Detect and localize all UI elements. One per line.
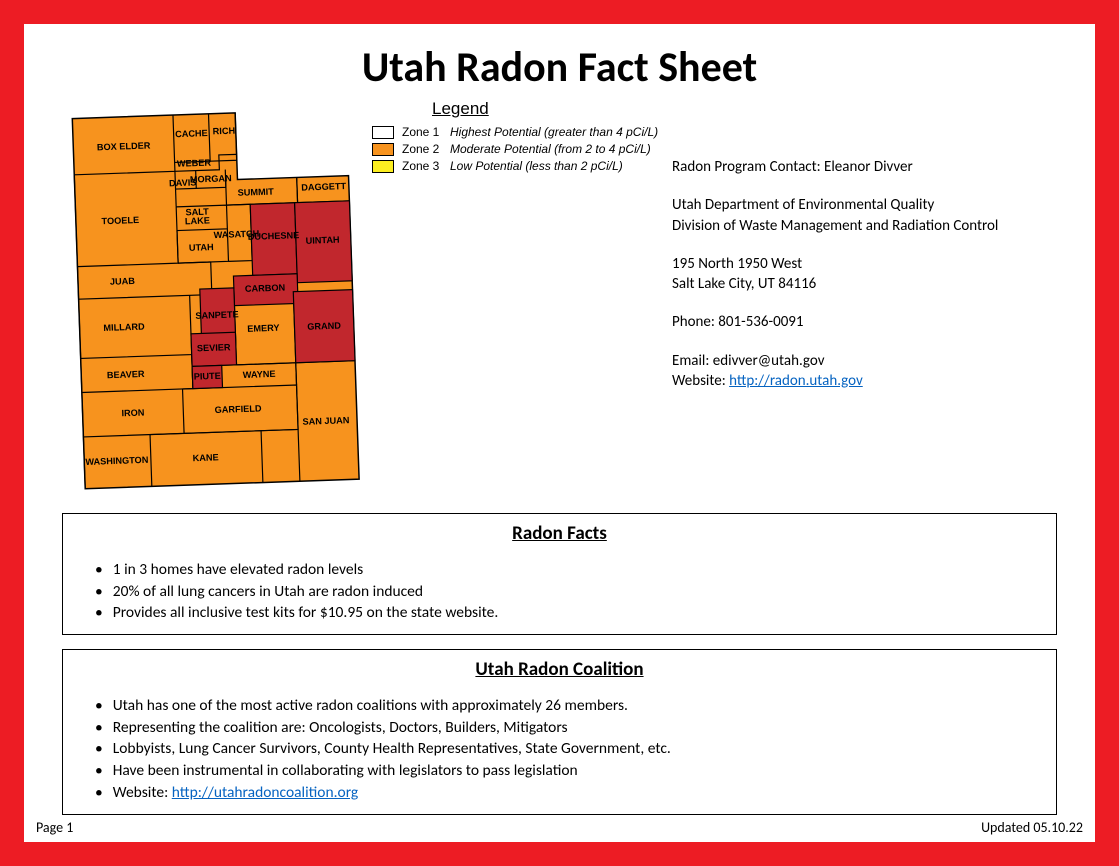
svg-text:WASHINGTON: WASHINGTON (85, 455, 148, 467)
contact-website-line: Website: http://radon.utah.gov (672, 371, 1057, 391)
contact-addr2: Salt Lake City, UT 84116 (672, 274, 1057, 294)
radon-facts-heading: Radon Facts (81, 522, 1038, 545)
legend-row-zone3: Zone 3 Low Potential (less than 2 pCi/L) (372, 159, 662, 173)
svg-text:JUAB: JUAB (110, 276, 136, 287)
page-number: Page 1 (36, 819, 73, 836)
svg-text:BEAVER: BEAVER (107, 369, 145, 380)
svg-text:SANPETE: SANPETE (195, 309, 239, 321)
svg-text:UTAH: UTAH (189, 242, 214, 253)
radon-facts-box: Radon Facts 1 in 3 homes have elevated r… (62, 513, 1057, 635)
legend-row-zone2: Zone 2 Moderate Potential (from 2 to 4 p… (372, 142, 662, 156)
fact-item: 1 in 3 homes have elevated radon levels (95, 559, 1038, 581)
page-border: Utah Radon Fact Sheet (0, 0, 1119, 866)
svg-text:GARFIELD: GARFIELD (214, 403, 262, 415)
map-container: BOX ELDER CACHE RICH WEBER MORGAN DAVIS … (62, 99, 362, 499)
page-content: Utah Radon Fact Sheet (24, 24, 1095, 842)
coalition-list: Utah has one of the most active radon co… (81, 695, 1038, 803)
zone2-desc: Moderate Potential (from 2 to 4 pCi/L) (450, 142, 651, 156)
svg-text:EMERY: EMERY (247, 323, 280, 334)
svg-text:SEVIER: SEVIER (197, 342, 231, 353)
svg-text:TOOELE: TOOELE (101, 215, 139, 226)
radon-facts-list: 1 in 3 homes have elevated radon levels … (81, 559, 1038, 624)
svg-text:BOX ELDER: BOX ELDER (97, 140, 151, 152)
fact-item: 20% of all lung cancers in Utah are rado… (95, 581, 1038, 603)
svg-text:CARBON: CARBON (245, 283, 286, 294)
swatch-zone3 (372, 160, 394, 173)
svg-text:RICH: RICH (213, 126, 236, 137)
fact-item: Provides all inclusive test kits for $10… (95, 602, 1038, 624)
legend: Legend Zone 1 Highest Potential (greater… (372, 99, 662, 176)
updated-date: Updated 05.10.22 (981, 819, 1083, 836)
coalition-website-item: Website: http://utahradoncoalition.org (95, 782, 1038, 804)
footer: Page 1 Updated 05.10.22 (36, 819, 1083, 836)
coalition-heading: Utah Radon Coalition (81, 658, 1038, 681)
page-title: Utah Radon Fact Sheet (62, 42, 1057, 93)
contact-dept1: Utah Department of Environmental Quality (672, 195, 1057, 215)
zone1-desc: Highest Potential (greater than 4 pCi/L) (450, 125, 658, 139)
legend-heading: Legend (432, 99, 662, 119)
svg-text:DAVIS: DAVIS (169, 177, 197, 188)
contact-info: Radon Program Contact: Eleanor Divver Ut… (672, 99, 1057, 391)
contact-website-link[interactable]: http://radon.utah.gov (729, 372, 863, 390)
coalition-item: Utah has one of the most active radon co… (95, 695, 1038, 717)
svg-text:IRON: IRON (121, 408, 144, 419)
svg-text:WEBER: WEBER (177, 158, 212, 169)
zone3-desc: Low Potential (less than 2 pCi/L) (450, 159, 623, 173)
coalition-item: Lobbyists, Lung Cancer Survivors, County… (95, 738, 1038, 760)
swatch-zone1 (372, 126, 394, 139)
contact-dept2: Division of Waste Management and Radiati… (672, 216, 1057, 236)
zone1-label: Zone 1 (402, 125, 450, 139)
contact-program: Radon Program Contact: Eleanor Divver (672, 157, 1057, 177)
svg-text:CACHE: CACHE (175, 128, 208, 139)
svg-text:KANE: KANE (193, 452, 219, 463)
coalition-website-label: Website: (113, 783, 172, 802)
svg-text:SAN JUAN: SAN JUAN (302, 415, 349, 427)
swatch-zone2 (372, 143, 394, 156)
coalition-item: Have been instrumental in collaborating … (95, 760, 1038, 782)
contact-phone: Phone: 801-536-0091 (672, 312, 1057, 332)
utah-map: BOX ELDER CACHE RICH WEBER MORGAN DAVIS … (62, 99, 362, 499)
svg-text:WAYNE: WAYNE (243, 369, 276, 380)
zone2-label: Zone 2 (402, 142, 450, 156)
website-label: Website: (672, 372, 729, 390)
svg-text:DAGGETT: DAGGETT (301, 181, 347, 193)
svg-text:SUMMIT: SUMMIT (237, 187, 274, 198)
contact-addr1: 195 North 1950 West (672, 254, 1057, 274)
contact-email: Email: edivver@utah.gov (672, 351, 1057, 371)
coalition-item: Representing the coalition are: Oncologi… (95, 717, 1038, 739)
coalition-website-link[interactable]: http://utahradoncoalition.org (172, 783, 358, 802)
legend-row-zone1: Zone 1 Highest Potential (greater than 4… (372, 125, 662, 139)
svg-text:MILLARD: MILLARD (103, 322, 145, 333)
svg-text:PIUTE: PIUTE (194, 371, 221, 382)
svg-text:GRAND: GRAND (307, 321, 341, 332)
svg-text:DUCHESNE: DUCHESNE (248, 230, 300, 242)
svg-text:LAKE: LAKE (185, 215, 210, 226)
coalition-box: Utah Radon Coalition Utah has one of the… (62, 649, 1057, 814)
svg-text:UINTAH: UINTAH (305, 235, 339, 246)
zone3-label: Zone 3 (402, 159, 450, 173)
upper-section: BOX ELDER CACHE RICH WEBER MORGAN DAVIS … (62, 99, 1057, 499)
